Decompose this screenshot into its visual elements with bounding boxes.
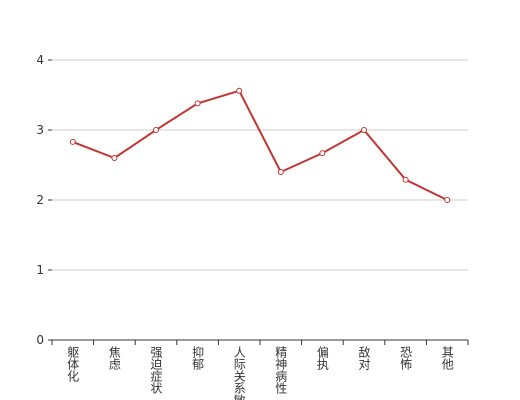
point [361,127,367,133]
point [277,169,284,175]
x-tick-label: 强迫症状 [149,346,163,394]
y-tick-label: 2 [36,193,44,207]
point [111,155,118,161]
point [194,100,201,107]
point [236,87,243,94]
point [402,176,409,183]
x-tick-label: 精神病性 [274,346,288,395]
line [72,89,448,201]
point [319,150,326,157]
x-tick-label: 焦虑 [107,346,121,370]
point [69,138,76,145]
x-tick-label: 人际关系敏感 [232,346,246,400]
y-tick-label: 0 [36,333,44,347]
x-tick-label: 躯体化 [66,345,80,383]
x-tick-label: 偏执 [315,345,329,371]
y-tick-label: 3 [36,123,44,137]
x-tick-label: 敌对 [357,345,371,370]
x-tick-label: 抑郁 [191,345,205,371]
point [153,127,159,133]
y-tick-label: 4 [36,53,44,67]
x-tick-label: 恐怖 [399,346,413,370]
point [444,197,451,203]
x-tick-label: 其他 [440,346,454,370]
y-tick-label: 1 [36,263,44,277]
